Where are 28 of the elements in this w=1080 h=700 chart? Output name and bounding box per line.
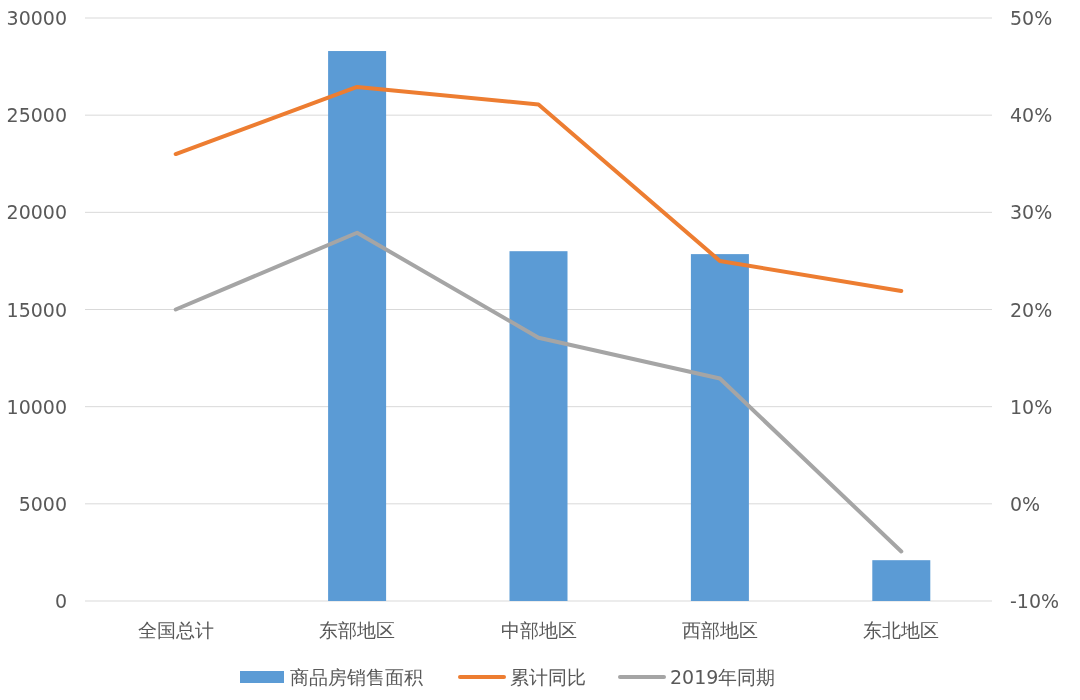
line-series <box>173 230 904 554</box>
legend-label: 2019年同期 <box>670 666 776 688</box>
y2-tick-label: 50% <box>1010 7 1053 29</box>
y2-tick-label: 0% <box>1010 492 1041 515</box>
bar <box>328 51 387 601</box>
x-tick-label: 东部地区 <box>319 619 396 641</box>
y-tick-label: 10000 <box>6 395 67 418</box>
x-tick-label: 全国总计 <box>137 619 214 641</box>
y2-tick-label: 10% <box>1010 395 1053 418</box>
y2-tick-label: 20% <box>1010 298 1053 321</box>
bar <box>509 251 568 601</box>
y2-tick-label: -10% <box>1010 590 1060 612</box>
y2-tick-label: 40% <box>1010 104 1053 127</box>
y-tick-label: 5000 <box>18 492 67 515</box>
y2-tick-label: 30% <box>1010 201 1053 224</box>
line-series <box>173 84 904 294</box>
x-tick-label: 东北地区 <box>863 619 940 641</box>
y-tick-label: 0 <box>54 590 67 612</box>
y-tick-label: 20000 <box>6 201 67 224</box>
x-tick-label: 中部地区 <box>500 619 577 641</box>
bar <box>872 560 931 601</box>
legend-label: 商品房销售面积 <box>290 666 423 688</box>
bar <box>690 254 749 601</box>
legend-label: 累计同比 <box>510 666 586 688</box>
y-tick-label: 30000 <box>6 7 67 29</box>
y-tick-label: 25000 <box>6 104 67 127</box>
x-tick-label: 西部地区 <box>681 619 758 641</box>
y-tick-label: 15000 <box>6 298 67 321</box>
